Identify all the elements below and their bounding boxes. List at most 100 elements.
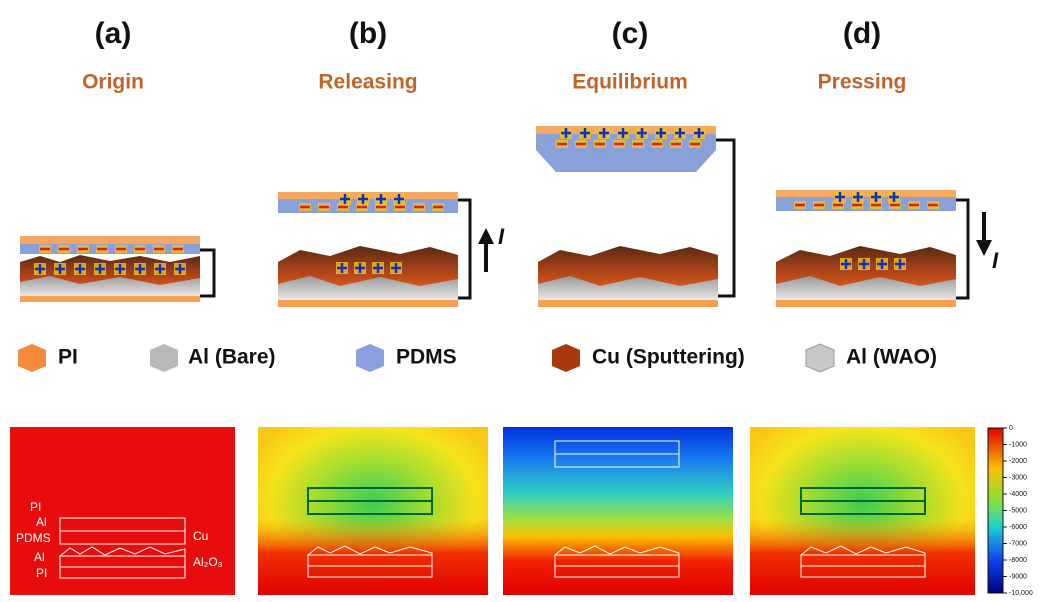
potential-map-overlay (750, 427, 975, 595)
positive-charge (174, 263, 186, 275)
layer-label: Al₂O₃ (193, 555, 223, 569)
positive-charge (693, 127, 705, 139)
negative-charge (96, 245, 108, 253)
positive-charge (852, 191, 864, 203)
panel-label: (a) (95, 17, 132, 50)
colorbar-tick-label: -6000 (1009, 524, 1027, 531)
layer-label: Cu (193, 529, 208, 543)
legend-label: Cu (Sputtering) (592, 346, 745, 369)
arrowhead (478, 228, 494, 244)
positive-charge (674, 127, 686, 139)
current-label: I (498, 224, 505, 249)
negative-charge (689, 140, 701, 148)
colorbar-tick-label: -2000 (1009, 458, 1027, 465)
positive-charge (154, 263, 166, 275)
positive-charge (560, 127, 572, 139)
simulations: PI Al PDMS Al PI Cu Al₂O₃ 0-1000-2000-30… (10, 425, 1033, 597)
legend-label: PDMS (396, 346, 457, 369)
legend-swatch (552, 344, 580, 372)
positive-charge (94, 263, 106, 275)
negative-charge (908, 201, 920, 209)
negative-charge (134, 245, 146, 253)
pi-layer (20, 236, 200, 244)
pi-layer (776, 300, 956, 307)
positive-charge (390, 262, 402, 274)
pi-layer (776, 190, 956, 197)
positive-charge (876, 258, 888, 270)
positive-charge (579, 127, 591, 139)
negative-charge (299, 203, 311, 211)
panel-title: Releasing (318, 71, 417, 94)
positive-charge (114, 263, 126, 275)
negative-charge (670, 140, 682, 148)
negative-charge (632, 140, 644, 148)
wire (200, 250, 214, 296)
panel-title: Origin (82, 71, 144, 94)
potential-map (503, 427, 733, 595)
wire (716, 140, 734, 296)
positive-charge (339, 193, 351, 205)
positive-charge (357, 193, 369, 205)
positive-charge (655, 127, 667, 139)
colorbar-tick-label: -1000 (1009, 441, 1027, 448)
colorbar-tick-label: -10,000 (1009, 590, 1033, 597)
legend-swatch (806, 344, 834, 372)
negative-charge (153, 245, 165, 253)
colorbar-tick-label: -5000 (1009, 507, 1027, 514)
devices: I I (20, 126, 999, 307)
layer-label: PI (36, 566, 47, 580)
negative-charge (318, 203, 330, 211)
negative-charge (927, 201, 939, 209)
layer-label: PDMS (16, 531, 51, 545)
positive-charge (636, 127, 648, 139)
colorbar-tick-label: -8000 (1009, 557, 1027, 564)
colorbar-tick-label: -9000 (1009, 573, 1027, 580)
pi-layer (20, 296, 200, 302)
negative-charge (613, 140, 625, 148)
pi-layer (538, 300, 718, 307)
colorbar-ticks: 0-1000-2000-3000-4000-5000-6000-7000-800… (1003, 425, 1033, 597)
positive-charge (54, 263, 66, 275)
panel-headers: (a) (b) (c) (d) Origin Releasing Equilib… (82, 17, 906, 94)
negative-charge (115, 245, 127, 253)
positive-charge (617, 127, 629, 139)
positive-charge (354, 262, 366, 274)
panel-title: Pressing (818, 71, 907, 94)
negative-charge (594, 140, 606, 148)
panel-label: (b) (349, 17, 387, 50)
negative-charge (413, 203, 425, 211)
wire (956, 200, 968, 298)
negative-charge (39, 245, 51, 253)
positive-charge (858, 258, 870, 270)
layer-label: PI (30, 500, 41, 514)
positive-charge (834, 191, 846, 203)
legend-swatch (150, 344, 178, 372)
negative-charge (556, 140, 568, 148)
positive-charge (74, 263, 86, 275)
panel-title: Equilibrium (572, 71, 688, 94)
legend-label: PI (58, 346, 78, 369)
potential-map-overlay (258, 427, 488, 595)
negative-charge (58, 245, 70, 253)
positive-charge (840, 258, 852, 270)
colorbar-tick-label: -4000 (1009, 491, 1027, 498)
negative-charge (651, 140, 663, 148)
current-label: I (992, 248, 999, 273)
arrowhead (976, 240, 992, 256)
negative-charge (575, 140, 587, 148)
negative-charge (77, 245, 89, 253)
legend-swatch (356, 344, 384, 372)
legend: PI Al (Bare) PDMS Cu (Sputtering) Al (WA… (18, 344, 937, 372)
figure: (a) (b) (c) (d) Origin Releasing Equilib… (0, 0, 1043, 602)
negative-charge (813, 201, 825, 209)
negative-charge (172, 245, 184, 253)
colorbar-tick-label: -3000 (1009, 474, 1027, 481)
legend-label: Al (Bare) (188, 346, 276, 369)
positive-charge (393, 193, 405, 205)
panel-label: (d) (843, 17, 881, 50)
negative-charge (432, 203, 444, 211)
positive-charge (134, 263, 146, 275)
colorbar (988, 428, 1003, 593)
positive-charge (894, 258, 906, 270)
positive-charge (34, 263, 46, 275)
